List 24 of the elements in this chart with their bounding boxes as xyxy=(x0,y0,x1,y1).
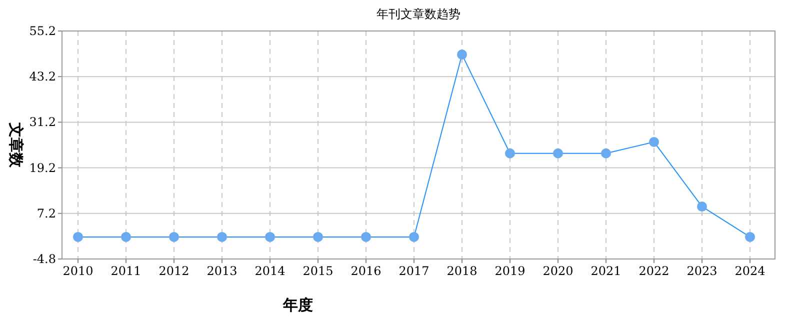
x-tick-label: 2017 xyxy=(398,264,430,278)
x-tick-label: 2022 xyxy=(638,264,670,278)
x-tick-label: 2018 xyxy=(446,264,478,278)
x-tick-label: 2011 xyxy=(110,264,142,278)
y-tick-label: 31.2 xyxy=(29,115,56,130)
y-tick-label: -4.8 xyxy=(32,252,56,266)
x-tick-label: 2020 xyxy=(542,264,574,278)
x-tick-label: 2013 xyxy=(206,264,238,278)
y-tick-label: 43.2 xyxy=(29,70,56,84)
chart-title: 年刊文章数趋势 xyxy=(376,7,460,21)
x-tick-label: 2024 xyxy=(734,264,766,278)
y-tick-label: 55.2 xyxy=(29,24,56,38)
x-tick-label: 2015 xyxy=(302,264,334,278)
y-axis-title: 文章数 xyxy=(7,122,25,168)
y-tick-label: 7.2 xyxy=(36,206,56,220)
x-tick-label: 2023 xyxy=(686,264,718,278)
x-tick-label: 2016 xyxy=(350,264,382,278)
x-tick-label: 2014 xyxy=(254,264,286,278)
x-tick-label: 2010 xyxy=(62,264,94,278)
x-tick-label: 2019 xyxy=(494,264,526,278)
x-tick-label: 2012 xyxy=(158,264,190,278)
x-axis-title: 年度 xyxy=(282,296,313,314)
x-tick-label: 2021 xyxy=(590,264,622,278)
y-tick-label: 19.2 xyxy=(29,160,56,175)
